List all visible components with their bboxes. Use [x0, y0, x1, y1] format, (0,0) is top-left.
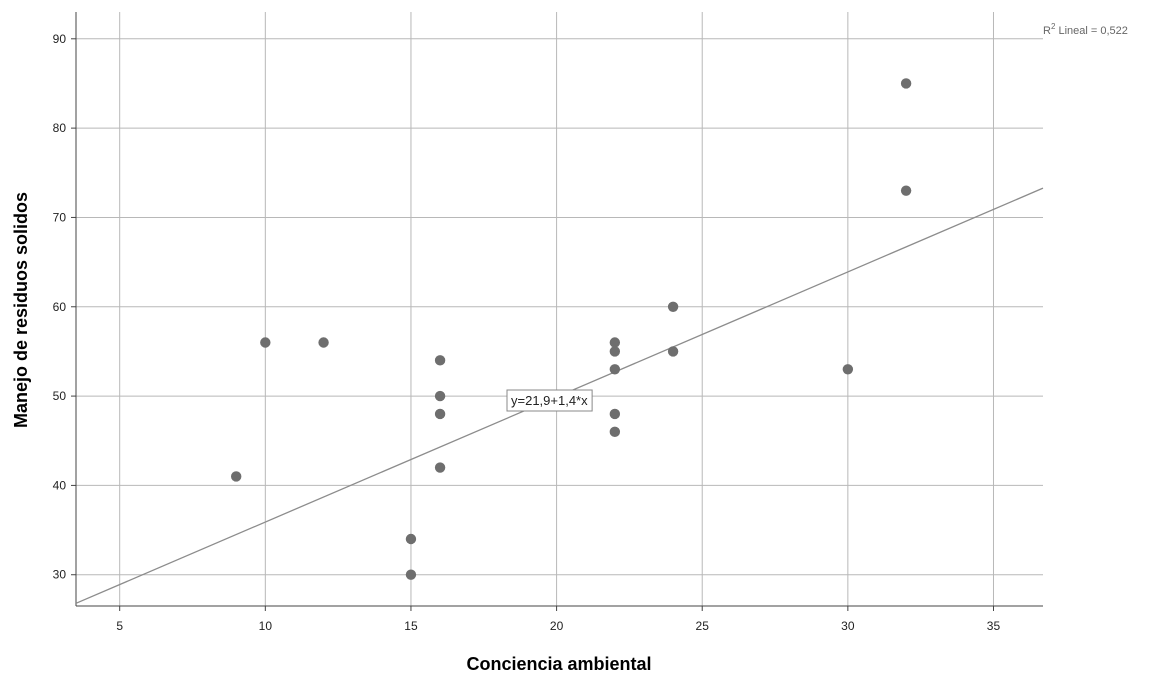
data-point [609, 426, 621, 438]
data-point [434, 390, 446, 402]
data-point [434, 355, 446, 366]
data-point [318, 337, 329, 348]
equation-box [506, 389, 593, 412]
y-axis-title: Manejo de residuos solidos [11, 192, 31, 428]
gridlines [76, 12, 1043, 606]
data-point [434, 408, 446, 420]
data-point [405, 533, 417, 545]
equation-label: y=21,9+1,4*x [511, 393, 588, 408]
data-point [609, 337, 621, 348]
x-tick-label: 25 [696, 619, 710, 633]
axes [71, 12, 1043, 611]
data-points [230, 78, 912, 580]
x-tick-label: 5 [116, 619, 123, 633]
y-tick-label: 30 [53, 568, 67, 582]
x-tick-label: 30 [841, 619, 855, 633]
x-tick-label: 10 [259, 619, 273, 633]
x-tick-label: 35 [987, 619, 1001, 633]
data-point [434, 462, 446, 473]
r2-label: R2 Lineal = 0,522 [1043, 22, 1128, 37]
data-point [405, 569, 417, 580]
y-tick-label: 70 [53, 210, 67, 224]
y-tick-label: 50 [53, 389, 67, 403]
data-point [609, 346, 621, 357]
data-point [667, 301, 679, 312]
y-tick-label: 40 [53, 478, 67, 492]
y-tick-label: 60 [53, 300, 67, 314]
data-point [900, 185, 912, 196]
data-point [609, 364, 621, 375]
tick-labels: 5 10 15 20 25 30 35 30 40 50 60 70 80 90 [53, 32, 1001, 633]
x-tick-label: 20 [550, 619, 564, 633]
y-tick-label: 80 [53, 121, 67, 135]
y-tick-label: 90 [53, 32, 67, 46]
x-axis-title: Conciencia ambiental [466, 654, 651, 674]
data-point [842, 364, 854, 375]
data-point [609, 408, 621, 420]
data-point [260, 337, 271, 348]
data-point [900, 78, 912, 89]
x-tick-label: 15 [404, 619, 418, 633]
equation-label-box: y=21,9+1,4*x [506, 389, 593, 412]
data-point [230, 471, 242, 482]
data-point [667, 346, 679, 357]
